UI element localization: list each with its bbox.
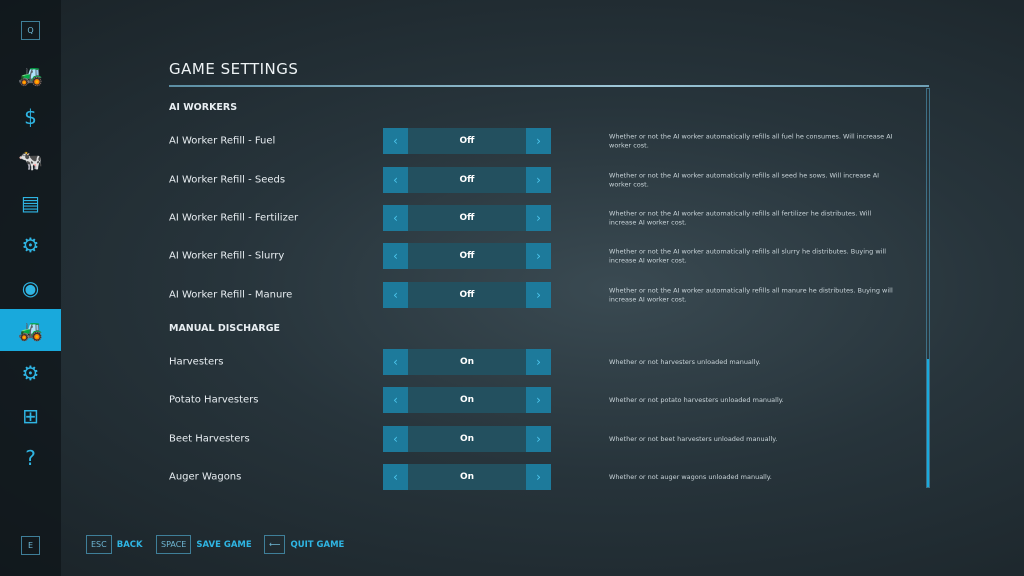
setting-description: Whether or not harvesters unloaded manua… [609, 357, 761, 366]
page-title: GAME SETTINGS [169, 60, 299, 78]
chevron-left-icon[interactable]: ‹ [383, 243, 408, 269]
cow-icon: 🐄 [18, 148, 43, 172]
dollar-icon: $ [24, 105, 37, 129]
setting-description: Whether or not the AI worker automatical… [609, 132, 893, 150]
production-icon: ⚙ [21, 233, 40, 257]
sidebar-item-help-book[interactable]: ? [0, 437, 61, 479]
setting-value: Off [459, 175, 475, 185]
hierarchy-icon: ⊞ [22, 404, 39, 428]
sidebar-item-vehicle-settings[interactable]: 🚜 [0, 309, 61, 351]
chevron-left-icon[interactable]: ‹ [383, 426, 408, 452]
save-game-button[interactable]: SPACE SAVE GAME [156, 535, 252, 554]
chevron-right-icon[interactable]: › [526, 243, 551, 269]
chevron-left-icon[interactable]: ‹ [383, 349, 408, 375]
setting-description: Whether or not the AI worker automatical… [609, 171, 880, 189]
setting-description: Whether or not auger wagons unloaded man… [609, 472, 772, 481]
chevron-right-icon[interactable]: › [526, 167, 551, 193]
chevron-right-icon[interactable]: › [526, 282, 551, 308]
gear-icon: ⚙ [21, 361, 40, 385]
back-button[interactable]: ESC BACK [86, 535, 143, 554]
key-hint: ESC [86, 535, 112, 554]
setting-selector[interactable]: ‹ Off › [383, 205, 551, 231]
setting-value: Off [459, 290, 475, 300]
section-title: MANUAL DISCHARGE [169, 323, 281, 334]
chevron-right-icon[interactable]: › [526, 128, 551, 154]
q-key-hint[interactable]: Q [21, 21, 40, 40]
sidebar-item-production[interactable]: ⚙ [0, 224, 61, 266]
setting-selector[interactable]: ‹ On › [383, 426, 551, 452]
contracts-icon: ▤ [21, 191, 40, 215]
sidebar-item-cow[interactable]: 🐄 [0, 139, 61, 181]
setting-value: Off [459, 136, 475, 146]
setting-value: On [459, 357, 475, 367]
setting-value: On [459, 472, 475, 482]
setting-label: Auger Wagons [169, 471, 242, 483]
setting-selector[interactable]: ‹ On › [383, 387, 551, 413]
setting-description: Whether or not beet harvesters unloaded … [609, 434, 778, 443]
chevron-right-icon[interactable]: › [526, 464, 551, 490]
chevron-left-icon[interactable]: ‹ [383, 128, 408, 154]
setting-label: AI Worker Refill - Fuel [169, 135, 276, 147]
quit-game-button[interactable]: ⟵ QUIT GAME [264, 535, 344, 554]
setting-selector[interactable]: ‹ On › [383, 349, 551, 375]
setting-description: Whether or not the AI worker automatical… [609, 247, 887, 265]
setting-label: AI Worker Refill - Fertilizer [169, 212, 299, 224]
sidebar-item-tractor[interactable]: 🚜 [0, 54, 61, 96]
setting-label: Harvesters [169, 356, 224, 368]
setting-label: AI Worker Refill - Seeds [169, 174, 286, 186]
chevron-right-icon[interactable]: › [526, 387, 551, 413]
vehicle-settings-icon: 🚜 [18, 318, 43, 342]
sidebar-item-presentation[interactable]: ◉ [0, 267, 61, 309]
chevron-left-icon[interactable]: ‹ [383, 282, 408, 308]
setting-selector[interactable]: ‹ On › [383, 464, 551, 490]
setting-label: AI Worker Refill - Manure [169, 289, 293, 301]
setting-value: On [459, 395, 475, 405]
sidebar: Q E 🚜 $ 🐄 ▤ ⚙ ◉ 🚜 ⚙ ⊞? [0, 0, 61, 576]
presentation-icon: ◉ [21, 276, 40, 300]
chevron-left-icon[interactable]: ‹ [383, 167, 408, 193]
chevron-right-icon[interactable]: › [526, 349, 551, 375]
key-hint: ⟵ [264, 535, 286, 554]
chevron-left-icon[interactable]: ‹ [383, 205, 408, 231]
title-divider [169, 85, 929, 87]
key-hint: SPACE [156, 535, 192, 554]
setting-label: AI Worker Refill - Slurry [169, 250, 285, 262]
chevron-left-icon[interactable]: ‹ [383, 387, 408, 413]
setting-value: Off [459, 251, 475, 261]
sidebar-item-dollar[interactable]: $ [0, 96, 61, 138]
setting-label: Potato Harvesters [169, 394, 259, 406]
setting-label: Beet Harvesters [169, 433, 250, 445]
scrollbar-thumb[interactable] [927, 359, 929, 487]
setting-selector[interactable]: ‹ Off › [383, 282, 551, 308]
tractor-icon: 🚜 [18, 63, 43, 87]
sidebar-item-gear[interactable]: ⚙ [0, 352, 61, 394]
setting-value: On [459, 434, 475, 444]
setting-description: Whether or not the AI worker automatical… [609, 286, 893, 304]
section-title: AI WORKERS [169, 102, 238, 113]
setting-description: Whether or not potato harvesters unloade… [609, 395, 784, 404]
setting-selector[interactable]: ‹ Off › [383, 243, 551, 269]
button-label: BACK [116, 539, 143, 550]
setting-value: Off [459, 213, 475, 223]
scrollbar[interactable] [926, 88, 930, 488]
setting-selector[interactable]: ‹ Off › [383, 167, 551, 193]
chevron-left-icon[interactable]: ‹ [383, 464, 408, 490]
button-label: QUIT GAME [290, 539, 345, 550]
setting-selector[interactable]: ‹ Off › [383, 128, 551, 154]
chevron-right-icon[interactable]: › [526, 426, 551, 452]
setting-description: Whether or not the AI worker automatical… [609, 209, 872, 227]
chevron-right-icon[interactable]: › [526, 205, 551, 231]
sidebar-item-contracts[interactable]: ▤ [0, 182, 61, 224]
sidebar-item-hierarchy[interactable]: ⊞ [0, 395, 61, 437]
help-book-icon: ? [25, 446, 36, 470]
button-label: SAVE GAME [196, 539, 252, 550]
e-key-hint[interactable]: E [21, 536, 40, 555]
